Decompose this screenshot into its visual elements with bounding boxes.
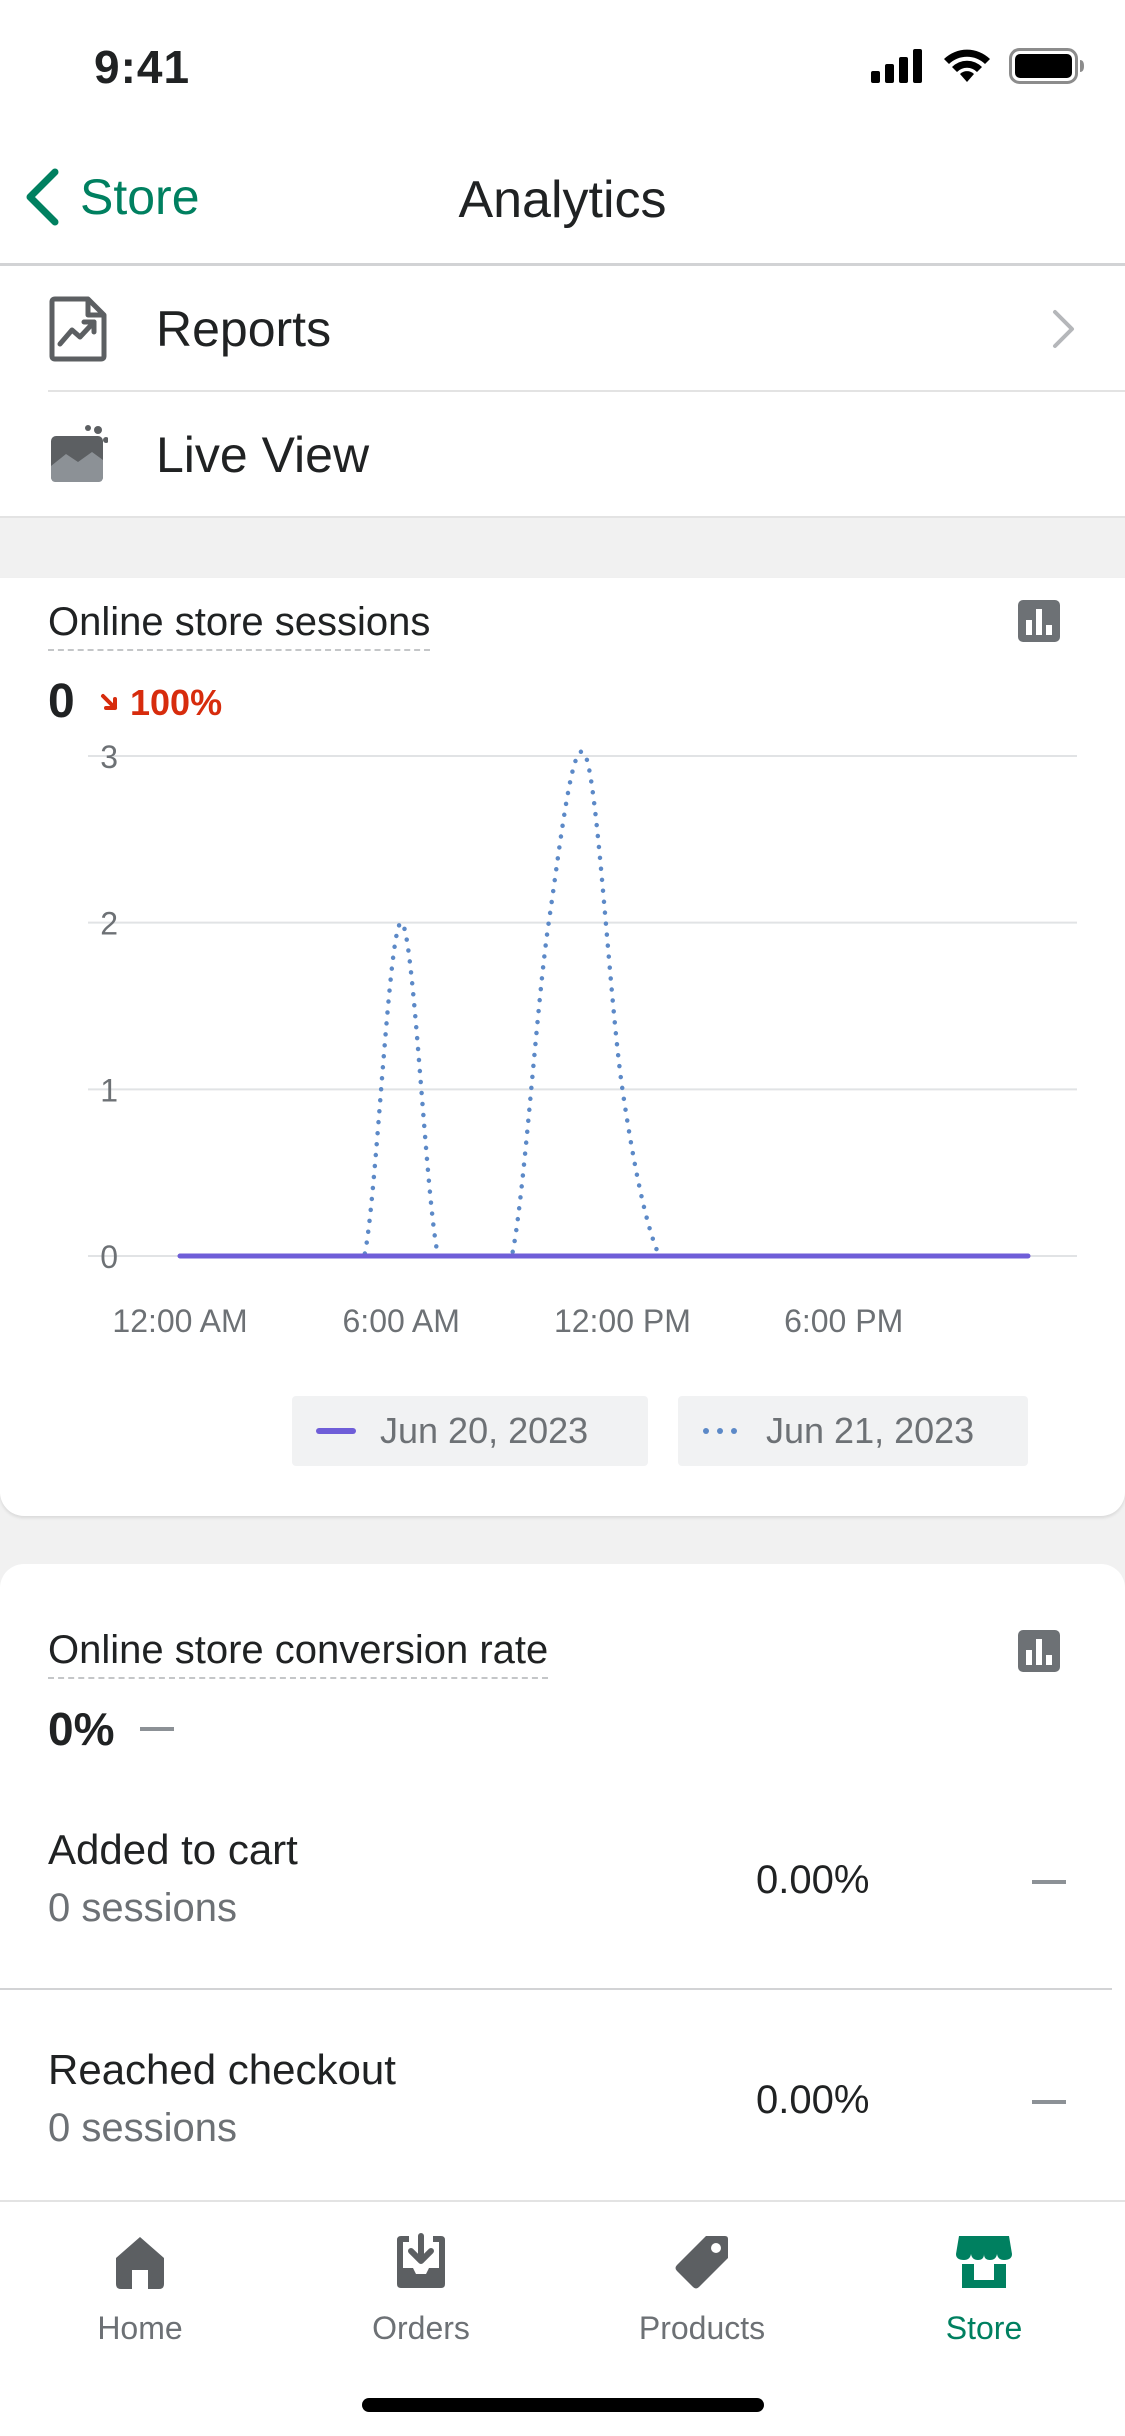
y-tick-label: 3 — [100, 739, 118, 775]
tab-store[interactable]: Store — [864, 2232, 1104, 2347]
menu-item-label: Live View — [156, 427, 370, 483]
back-button[interactable]: Store — [24, 168, 200, 226]
sessions-line-chart: 0 1 2 3 12:00 AM 6:00 AM 12:00 PM 6:00 PM — [88, 739, 1077, 1339]
legend-label: Jun 21, 2023 — [766, 1410, 975, 1451]
conversion-value: 0% — [48, 1702, 175, 1756]
reports-icon — [49, 296, 107, 362]
row-percentage: 0.00% — [756, 1858, 870, 1902]
tab-label: Store — [945, 2310, 1023, 2346]
x-tick-label: 6:00 PM — [784, 1303, 903, 1339]
home-indicator — [362, 2398, 764, 2412]
status-bar: 9:41 — [0, 0, 1125, 140]
analytics-menu: Reports Live View — [0, 266, 1125, 518]
arrow-down-right-icon — [101, 694, 117, 710]
wifi-icon — [944, 49, 990, 82]
conversion-rate: 0% — [48, 1703, 115, 1755]
divider — [48, 390, 1125, 392]
row-title: Reached checkout — [48, 2046, 396, 2093]
tab-label: Orders — [372, 2310, 470, 2346]
x-tick-label: 6:00 AM — [343, 1303, 460, 1339]
page-title: Analytics — [458, 171, 667, 229]
bar-chart-icon[interactable] — [1018, 600, 1060, 642]
legend-item-jun-21[interactable]: Jun 21, 2023 — [678, 1396, 1028, 1466]
orders-icon — [397, 2233, 445, 2288]
no-change-dash — [1032, 1880, 1066, 1884]
chevron-left-icon — [26, 168, 59, 226]
series-line-jun-21 — [177, 749, 1031, 1259]
status-time: 9:41 — [94, 41, 191, 93]
chevron-right-icon — [1053, 310, 1074, 348]
menu-item-reports[interactable]: Reports — [0, 266, 1125, 392]
tab-label: Products — [638, 2310, 766, 2346]
row-subtitle: 0 sessions — [48, 2106, 237, 2150]
status-icons — [871, 48, 1085, 84]
tab-home[interactable]: Home — [20, 2232, 260, 2347]
live-view-icon — [51, 425, 108, 482]
x-tick-label: 12:00 AM — [112, 1303, 247, 1339]
row-title: Added to cart — [48, 1826, 298, 1873]
legend-swatch-solid — [316, 1428, 356, 1434]
tab-bar: Home Orders Products Store — [0, 2200, 1125, 2436]
back-button-label: Store — [80, 169, 200, 225]
legend-swatch-dotted — [703, 1428, 737, 1434]
change-value: 100% — [130, 682, 223, 723]
card-title[interactable]: Online store conversion rate — [48, 1628, 549, 1679]
no-change-dash — [1032, 2100, 1066, 2104]
row-percentage: 0.00% — [756, 2078, 870, 2122]
tab-orders[interactable]: Orders — [301, 2232, 541, 2347]
no-change-dash — [140, 1727, 175, 1731]
change-indicator: 100% — [100, 682, 222, 724]
menu-item-label: Reports — [156, 301, 332, 357]
y-tick-label: 0 — [100, 1239, 118, 1275]
y-tick-label: 1 — [100, 1072, 118, 1108]
card-title[interactable]: Online store sessions — [48, 600, 431, 651]
y-tick-label: 2 — [100, 906, 118, 942]
store-icon — [956, 2236, 1012, 2288]
tab-label: Home — [97, 2310, 183, 2346]
home-icon — [116, 2237, 164, 2289]
legend-item-jun-20[interactable]: Jun 20, 2023 — [292, 1396, 648, 1466]
sessions-card: Online store sessions 0 100% 0 1 2 3 12:00 A… — [0, 578, 1125, 1516]
battery-icon — [1009, 48, 1084, 84]
cellular-signal-icon — [871, 49, 922, 83]
products-icon — [675, 2236, 728, 2289]
menu-item-live-view[interactable]: Live View — [0, 392, 1125, 518]
nav-bar: Analytics Store — [0, 140, 1125, 266]
divider — [0, 1988, 1112, 1990]
legend-label: Jun 20, 2023 — [380, 1410, 589, 1451]
sessions-value: 0 — [48, 675, 75, 728]
tab-products[interactable]: Products — [582, 2232, 822, 2347]
x-tick-label: 12:00 PM — [554, 1303, 691, 1339]
bar-chart-icon[interactable] — [1018, 1630, 1060, 1672]
row-subtitle: 0 sessions — [48, 1886, 237, 1930]
conversion-card: Online store conversion rate 0% Added to… — [0, 1564, 1125, 2204]
